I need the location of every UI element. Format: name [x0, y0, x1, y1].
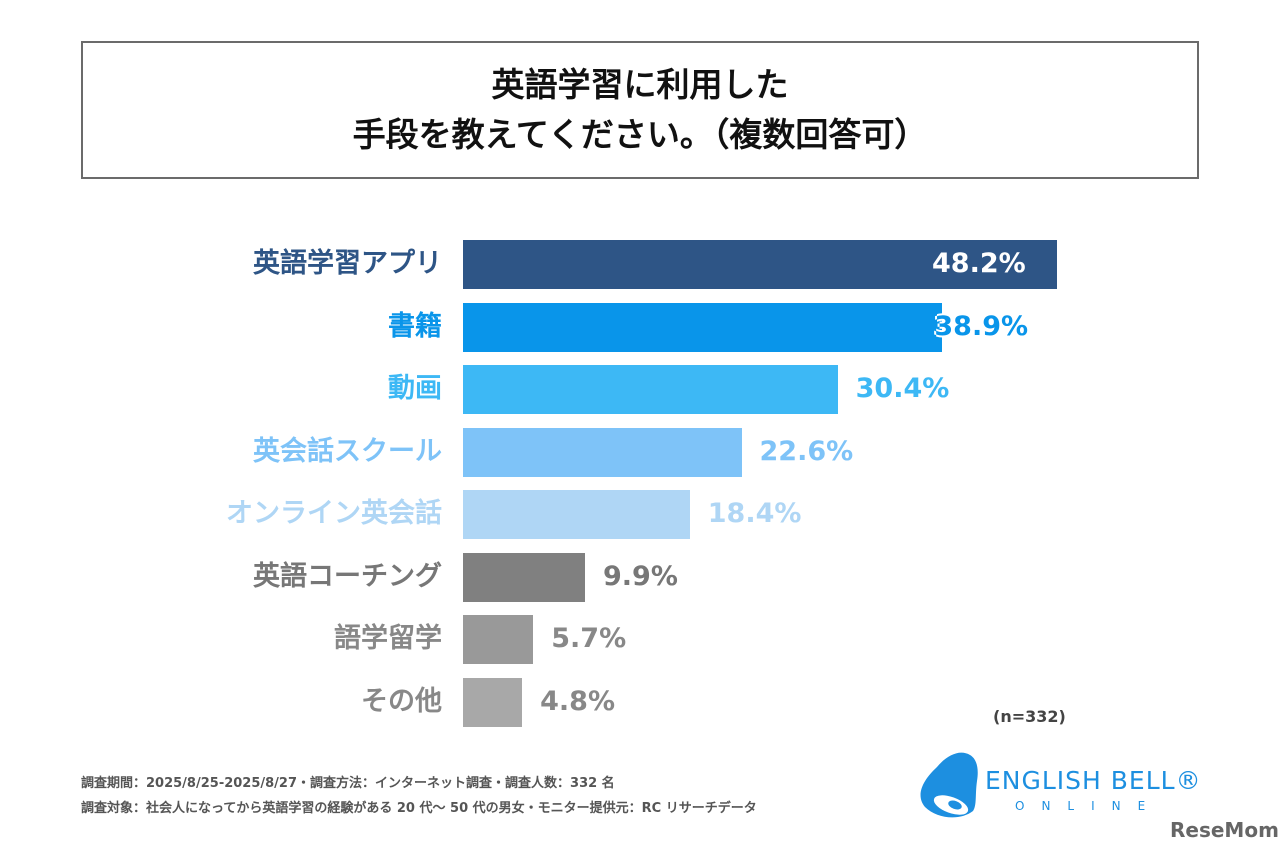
bar — [463, 677, 523, 727]
value-label: 48.2% — [932, 248, 1026, 279]
category-label: 英語学習アプリ — [253, 248, 442, 279]
value-label: 4.8% — [540, 685, 616, 717]
value-label: 38.9% — [934, 310, 1029, 342]
value-label: 5.7% — [551, 623, 627, 654]
sample-size: (n=332) — [993, 707, 1066, 726]
category-label: その他 — [361, 685, 442, 717]
value-label: 30.4% — [855, 373, 950, 404]
bar — [463, 427, 742, 477]
bar — [463, 615, 534, 664]
bar — [463, 240, 1057, 289]
bar-chart: 英語学習アプリ 48.2% 書籍 38.9% 動画 30.4% 英会話スクール 22.6% オン… — [226, 240, 1057, 727]
chart-title-line-2: 手段を教えてください。（複数回答可） — [352, 115, 928, 154]
category-label: 書籍 — [388, 310, 442, 342]
bar — [463, 302, 943, 352]
bar — [463, 365, 838, 414]
bar — [463, 490, 690, 539]
value-label: 9.9% — [603, 560, 678, 592]
value-label: 22.6% — [759, 435, 854, 467]
footnote-target: 調査対象：社会人になってから英語学習の経験がある 20 代～ 50 代の男女・モ… — [81, 801, 757, 816]
chart-title-line-1: 英語学習に利用した — [491, 65, 789, 104]
category-label: 動画 — [388, 373, 442, 404]
value-label: 18.4% — [707, 498, 802, 529]
bell-icon — [920, 752, 978, 818]
category-label: オンライン英会話 — [226, 498, 442, 529]
watermark: ReseMom — [1170, 818, 1279, 842]
logo-name: ENGLISH BELL® — [985, 766, 1202, 795]
logo-sub: ONLINE — [1015, 799, 1163, 813]
chart-title-box: 英語学習に利用した 手段を教えてください。（複数回答可） — [81, 41, 1199, 179]
category-label: 英会話スクール — [253, 435, 442, 467]
category-label: 語学留学 — [334, 623, 442, 654]
bar — [463, 552, 585, 602]
footnote-period: 調査期間：2025/8/25-2025/8/27・調査方法：インターネット調査・… — [81, 776, 615, 791]
category-label: 英語コーチング — [253, 560, 442, 592]
